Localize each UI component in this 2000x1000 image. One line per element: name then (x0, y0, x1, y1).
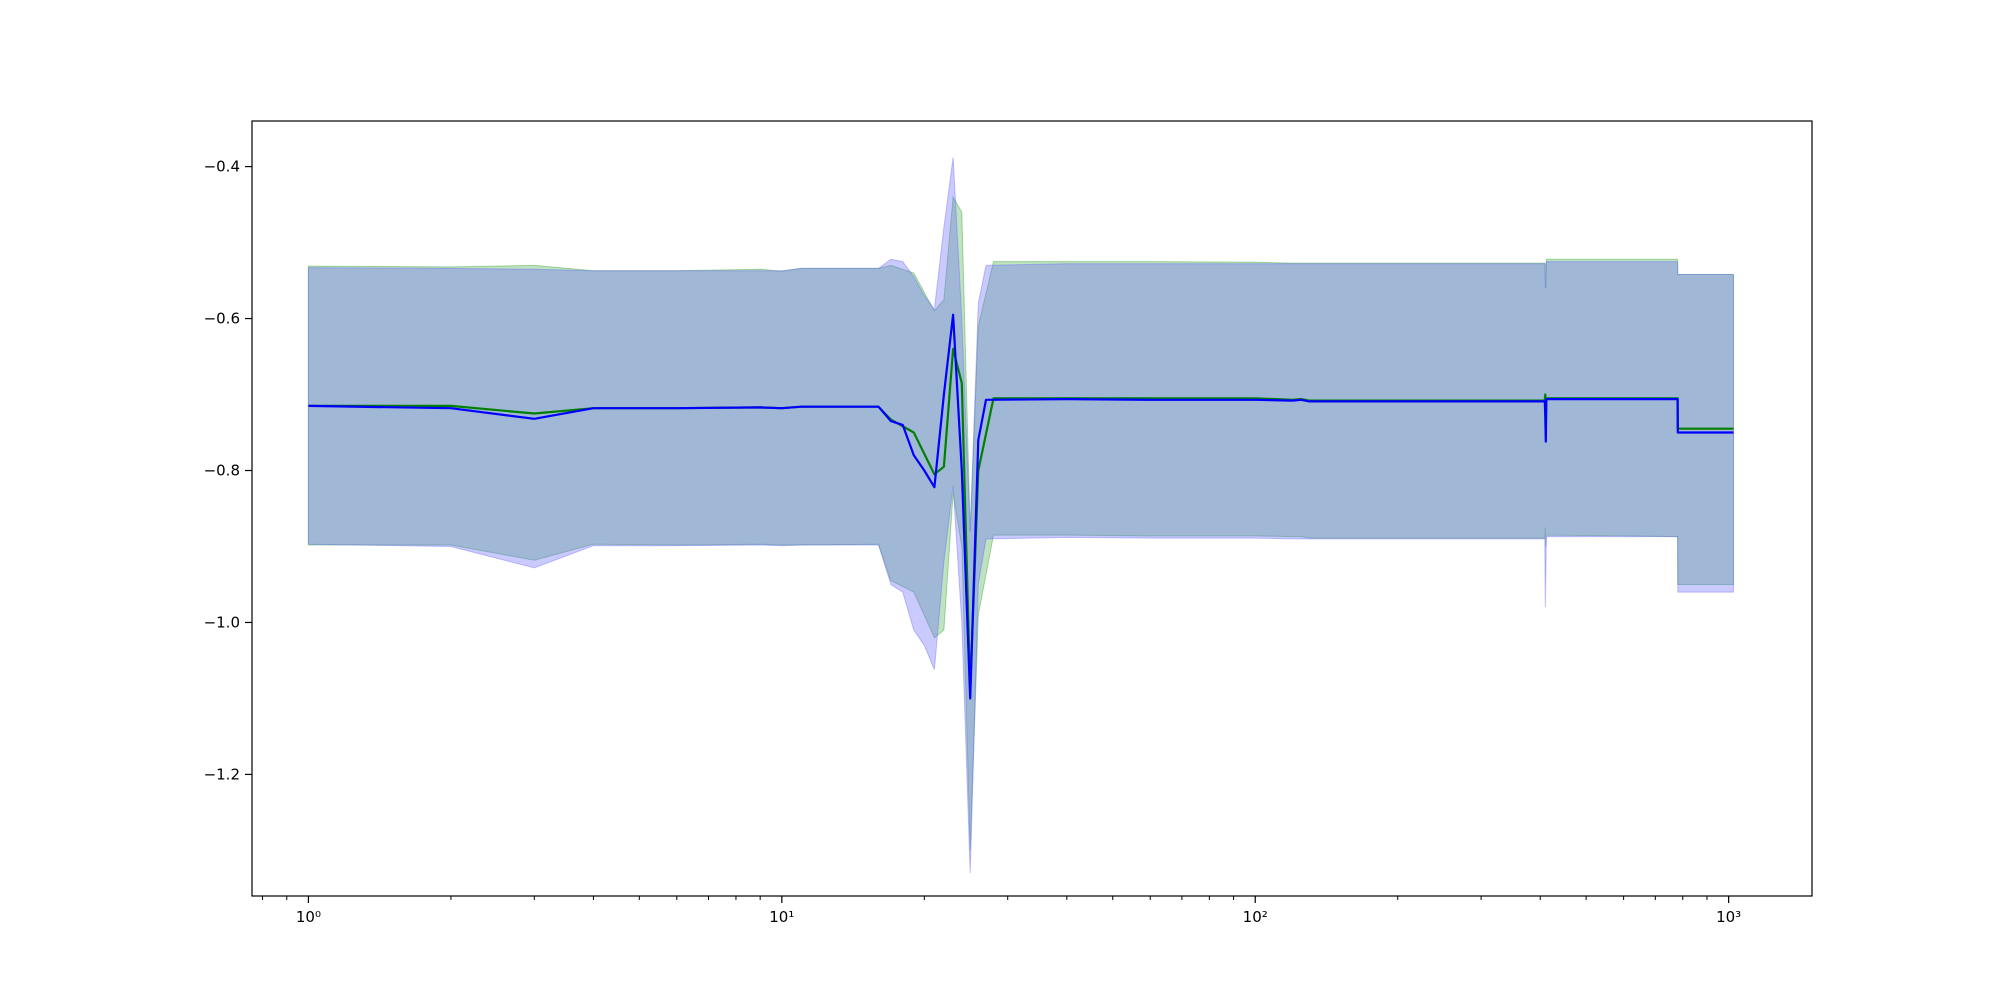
y-tick-label: −0.4 (204, 158, 240, 176)
y-tick-label: −1.0 (204, 613, 240, 631)
confidence-bands (307, 157, 1734, 874)
x-tick-label: 10² (1243, 908, 1268, 926)
y-tick-label: −1.2 (204, 765, 240, 783)
x-tick-label: 10⁰ (296, 908, 321, 926)
series-line-2 (308, 313, 1734, 700)
confidence-band-series-2 (307, 157, 1734, 874)
y-axis: −0.4 −0.6 −0.8 −1.0 −1.2 (204, 158, 252, 783)
x-tick-label: 10¹ (769, 908, 794, 926)
y-tick-label: −0.6 (204, 310, 240, 328)
plot-area-frame (251, 120, 1813, 897)
confidence-band-series-1 (307, 195, 1734, 851)
series-lines (308, 313, 1734, 700)
x-tick-label: 10³ (1716, 908, 1741, 926)
x-axis: 10⁰ 10¹ 10² 10³ (262, 896, 1741, 926)
y-tick-label: −0.8 (204, 462, 240, 480)
